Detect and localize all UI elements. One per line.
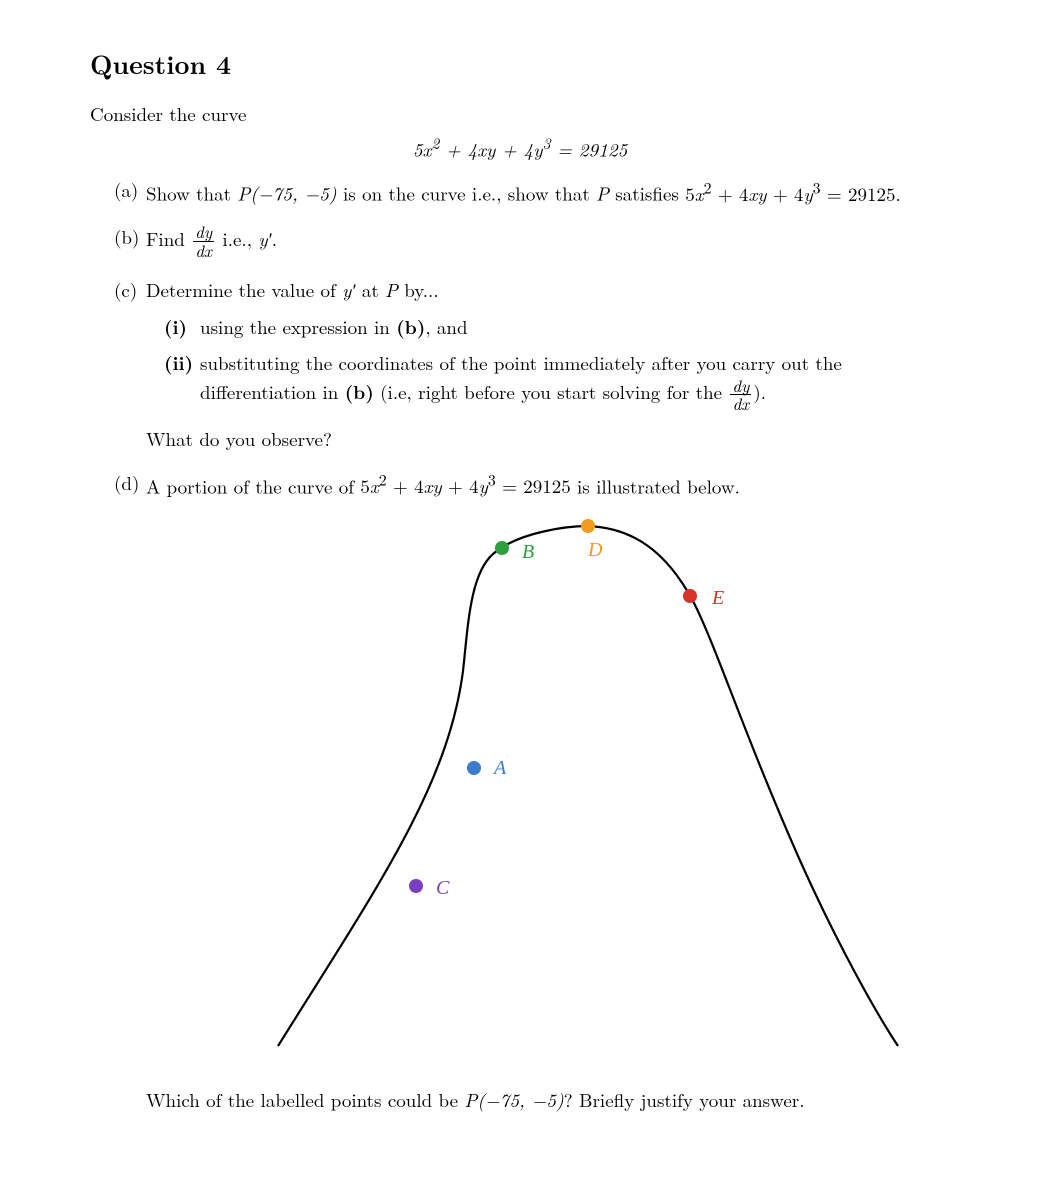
point-label-E: E — [711, 587, 724, 609]
point-C — [409, 879, 423, 893]
part-d: (d) A portion of the curve of 5x2 + 4xy … — [114, 469, 950, 1114]
part-b-text: Find dydx i.e., y′. — [146, 225, 277, 252]
prompt-text: Consider the curve — [90, 100, 950, 127]
part-b-marker: (b) — [114, 223, 139, 251]
curve-figure: A B C D E — [188, 506, 908, 1066]
subpart-i: (i) using the expression in (b), and — [164, 313, 950, 341]
point-label-A: A — [492, 757, 507, 779]
eq-d: 5x2 + 4xy + 4y3 = 29125 — [360, 472, 570, 499]
point-B — [495, 541, 509, 555]
subparts-list: (i) using the expression in (b), and (ii… — [164, 313, 950, 413]
part-d-marker: (d) — [114, 469, 139, 497]
parts-list: (a) Show that P(−75, −5) is on the curve… — [114, 176, 950, 1113]
point-A — [467, 761, 481, 775]
part-c-marker: (c) — [114, 276, 137, 304]
part-a-marker: (a) — [114, 176, 138, 204]
subpart-ii-marker: (ii) — [164, 349, 193, 377]
point-D — [581, 519, 595, 533]
fraction-dy-dx-2: dydx — [730, 377, 751, 414]
part-a-text: Show that P(−75, −5) is on the curve i.e… — [146, 180, 901, 207]
part-c: (c) Determine the value of y′ at P by...… — [114, 276, 950, 453]
point-label-C: C — [436, 877, 450, 899]
part-d-final: Which of the labelled points could be P(… — [146, 1086, 950, 1114]
observe-text: What do you observe? — [146, 425, 950, 453]
fraction-dy-dx: dydx — [193, 223, 214, 260]
eq-a: 5x2 + 4xy + 4y3 = 29125. — [685, 180, 901, 207]
part-b: (b) Find dydx i.e., y′. — [114, 223, 950, 260]
point-E — [683, 589, 697, 603]
part-d-text: A portion of the curve of 5x2 + 4xy + 4y… — [146, 472, 740, 499]
part-c-text: Determine the value of y′ at P by... — [146, 276, 439, 303]
page: Question 4 Consider the curve 5x2 + 4xy … — [0, 0, 1040, 1200]
main-equation: 5x2 + 4xy + 4y3 = 29125 — [90, 131, 950, 162]
subpart-i-marker: (i) — [164, 313, 187, 341]
point-label-B: B — [522, 541, 534, 563]
figure: A B C D E — [146, 506, 950, 1073]
point-label-D: D — [587, 539, 603, 561]
subpart-ii: (ii) substituting the coordinates of the… — [164, 349, 950, 413]
part-a: (a) Show that P(−75, −5) is on the curve… — [114, 176, 950, 207]
curve-path — [278, 526, 898, 1046]
question-title: Question 4 — [90, 45, 950, 82]
